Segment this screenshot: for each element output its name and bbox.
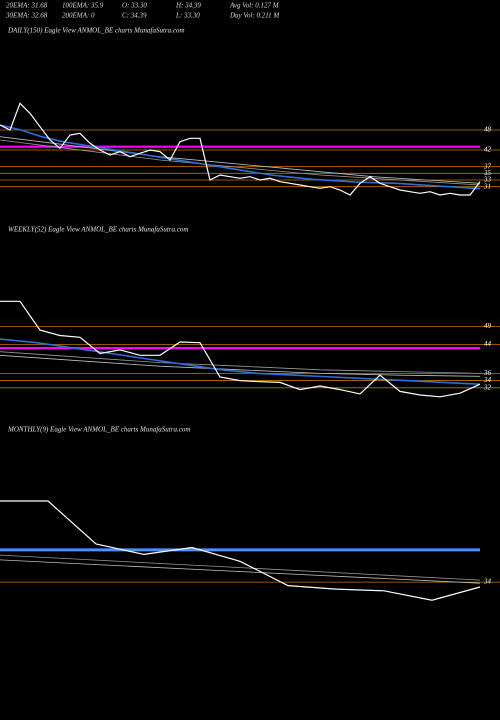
ema-line [0, 136, 481, 184]
stat: Day Vol: 0.211 M [229, 12, 280, 20]
stat: 30EMA: 32.68 [5, 12, 48, 20]
stat: 200EMA: 0 [62, 12, 95, 20]
stat: O: 33.30 [122, 2, 147, 10]
ema-line [0, 139, 481, 186]
ema-line [0, 351, 481, 374]
y-tick-label: 36 [483, 369, 492, 377]
stat: C: 34.39 [122, 12, 147, 20]
stat: 20EMA: 31.68 [6, 2, 48, 10]
y-tick-label: 35 [483, 169, 492, 177]
stat: Avg Vol: 0.127 M [229, 2, 280, 10]
panel-title: MONTHLY(9) Eagle View ANMOL_BE charts Mu… [7, 426, 190, 434]
y-tick-label: 31 [483, 182, 491, 190]
ema-line [0, 338, 481, 385]
y-tick-label: 34 [483, 376, 492, 384]
y-tick-label: 37 [483, 162, 492, 170]
ema-line [0, 559, 481, 584]
price-line [0, 102, 481, 196]
stat: L: 33.30 [175, 12, 200, 20]
ema-line [0, 554, 481, 581]
y-tick-label: 48 [484, 126, 492, 134]
panel-title: DAILY(150) Eagle View ANMOL_BE charts Mu… [7, 27, 185, 35]
stat: 100EMA: 35.9 [62, 2, 104, 10]
ema-line [0, 354, 481, 377]
y-tick-label: 32 [483, 383, 492, 391]
panel-title: WEEKLY(52) Eagle View ANMOL_BE charts Mu… [8, 226, 188, 234]
price-line [0, 500, 481, 601]
y-tick-label: 49 [484, 322, 492, 330]
price-line [0, 300, 481, 398]
stat: H: 34.39 [175, 2, 201, 10]
y-tick-label: 42 [484, 146, 492, 154]
ema-line [0, 124, 481, 190]
y-tick-label: 33 [483, 176, 492, 184]
y-tick-label: 44 [484, 340, 492, 348]
y-tick-label: 34 [483, 578, 492, 586]
